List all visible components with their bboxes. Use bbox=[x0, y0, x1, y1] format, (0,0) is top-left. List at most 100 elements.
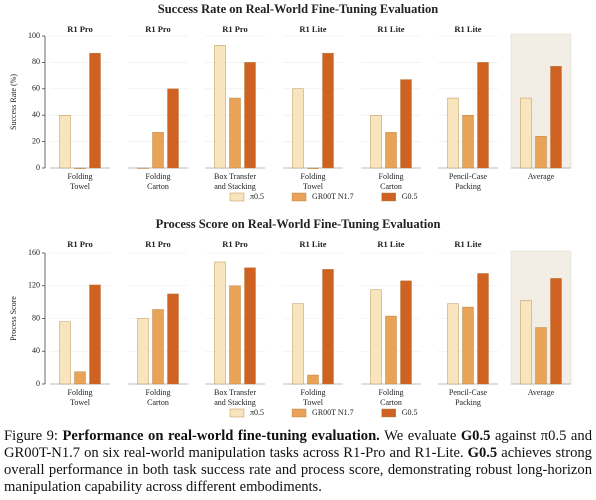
bar bbox=[137, 167, 149, 169]
panel-header: R1 Pro bbox=[67, 24, 93, 34]
bar bbox=[214, 45, 226, 169]
x-tick-label: and Stacking bbox=[214, 398, 256, 407]
bar bbox=[447, 97, 459, 169]
x-tick-label: Folding bbox=[379, 388, 404, 397]
bar bbox=[59, 114, 71, 169]
caption: Figure 9: Performance on real-world fine… bbox=[4, 428, 592, 496]
bar bbox=[229, 97, 241, 169]
y-tick-label: 120 bbox=[28, 281, 40, 290]
caption-text: Figure 9: bbox=[4, 428, 63, 444]
y-tick-label: 0 bbox=[36, 163, 40, 172]
x-tick-label: Towel bbox=[70, 182, 91, 191]
x-tick-label: Folding bbox=[68, 172, 93, 181]
bar bbox=[137, 318, 149, 385]
y-tick-label: 0 bbox=[36, 379, 40, 388]
chart-title: Process Score on Real-World Fine-Tuning … bbox=[156, 217, 441, 231]
x-tick-label: Pencil-Case bbox=[449, 172, 488, 181]
x-tick-label: Packing bbox=[455, 182, 481, 191]
x-tick-label: Folding bbox=[301, 172, 326, 181]
bar bbox=[229, 285, 241, 385]
x-tick-label: Box Transfer bbox=[214, 388, 256, 397]
x-tick-label: Average bbox=[528, 172, 555, 181]
legend-swatch bbox=[229, 408, 245, 418]
x-tick-label: Folding bbox=[146, 388, 171, 397]
panel-header: R1 Lite bbox=[377, 24, 404, 34]
y-tick-label: 80 bbox=[32, 313, 40, 322]
x-tick-label: Folding bbox=[301, 388, 326, 397]
bar bbox=[520, 97, 532, 169]
legend-label: GR00T N1.7 bbox=[312, 408, 354, 417]
x-tick-label: Towel bbox=[303, 182, 324, 191]
bar bbox=[370, 114, 382, 169]
bar bbox=[520, 300, 532, 385]
bar bbox=[477, 273, 489, 385]
bar bbox=[167, 88, 179, 169]
bar bbox=[400, 79, 412, 169]
panel-header: R1 Pro bbox=[145, 239, 171, 249]
bar bbox=[244, 267, 256, 385]
legend-swatch bbox=[229, 192, 245, 202]
bar bbox=[400, 280, 412, 385]
panel-header: R1 Lite bbox=[299, 239, 326, 249]
legend-swatch bbox=[291, 192, 307, 202]
x-tick-label: Folding bbox=[68, 388, 93, 397]
bar bbox=[152, 309, 164, 385]
x-tick-label: Folding bbox=[146, 172, 171, 181]
bar bbox=[370, 289, 382, 385]
panel-header: R1 Lite bbox=[454, 239, 481, 249]
y-axis-label: Process Score bbox=[9, 296, 18, 341]
panel-header: R1 Lite bbox=[377, 239, 404, 249]
caption-text: Performance on real-world fine-tuning ev… bbox=[62, 428, 380, 444]
y-tick-label: 60 bbox=[32, 84, 40, 93]
chart-title: Success Rate on Real-World Fine-Tuning E… bbox=[158, 2, 439, 16]
y-tick-label: 100 bbox=[28, 31, 40, 40]
legend-label: π0.5 bbox=[250, 408, 264, 417]
bar bbox=[292, 88, 304, 169]
y-axis-label: Success Rate (%) bbox=[9, 74, 18, 130]
bar bbox=[74, 371, 86, 385]
bar bbox=[89, 52, 101, 169]
legend-label: π0.5 bbox=[250, 192, 264, 201]
caption-text: G0.5 bbox=[460, 428, 491, 444]
x-tick-label: and Stacking bbox=[214, 182, 256, 191]
legend-label: G0.5 bbox=[402, 192, 418, 201]
caption-text: achieves strong overall performance in b… bbox=[4, 445, 592, 495]
legend-swatch bbox=[291, 408, 307, 418]
bar bbox=[535, 327, 547, 385]
bar bbox=[59, 321, 71, 385]
caption-text: G0.5 bbox=[467, 445, 498, 461]
panel-header: R1 Lite bbox=[299, 24, 326, 34]
bar bbox=[244, 62, 256, 169]
legend-swatch bbox=[381, 192, 396, 202]
x-tick-label: Carton bbox=[380, 182, 402, 191]
panel-header: R1 Pro bbox=[145, 24, 171, 34]
bar bbox=[152, 132, 164, 169]
panel-header: R1 Pro bbox=[67, 239, 93, 249]
bar bbox=[214, 261, 226, 385]
legend-label: G0.5 bbox=[402, 408, 418, 417]
bar bbox=[550, 66, 562, 169]
bar bbox=[385, 132, 397, 169]
y-tick-label: 40 bbox=[32, 110, 40, 119]
bar bbox=[307, 167, 319, 169]
x-tick-label: Folding bbox=[379, 172, 404, 181]
bar bbox=[462, 114, 474, 169]
bar bbox=[322, 269, 334, 385]
bar bbox=[292, 303, 304, 385]
x-tick-label: Carton bbox=[147, 398, 169, 407]
bar bbox=[307, 374, 319, 385]
panel-header: R1 Pro bbox=[222, 24, 248, 34]
bar bbox=[74, 167, 86, 169]
x-tick-label: Packing bbox=[455, 398, 481, 407]
legend-label: GR00T N1.7 bbox=[312, 192, 354, 201]
caption-text: against π0.5 and GR00T-N1.7 on six real-… bbox=[4, 428, 592, 461]
bar bbox=[550, 278, 562, 385]
figure: Success Rate on Real-World Fine-Tuning E… bbox=[9, 2, 572, 418]
panel-header: R1 Pro bbox=[222, 239, 248, 249]
bar bbox=[462, 306, 474, 385]
bar bbox=[167, 293, 179, 385]
bar bbox=[477, 62, 489, 169]
y-tick-label: 160 bbox=[28, 248, 40, 257]
bar bbox=[322, 52, 334, 169]
x-tick-label: Average bbox=[528, 388, 555, 397]
